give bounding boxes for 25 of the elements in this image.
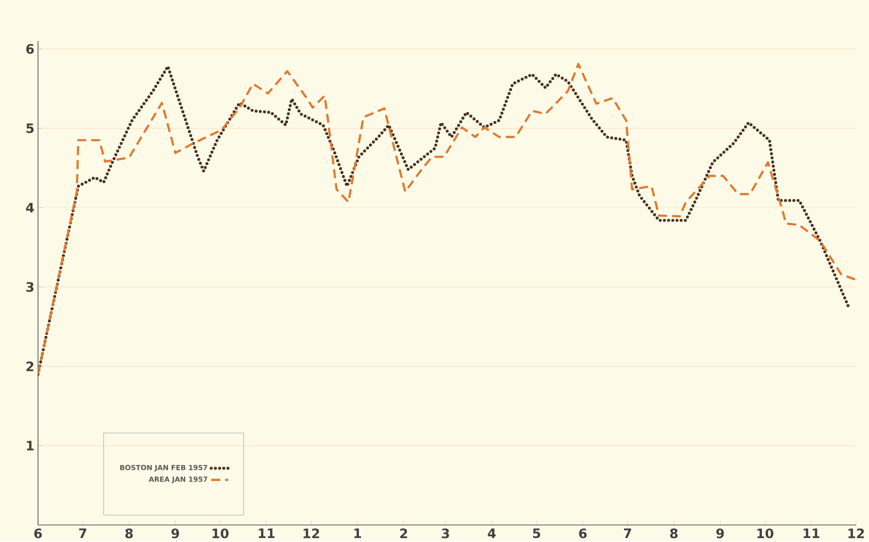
y-tick-label: 1	[26, 441, 34, 451]
x-tick-label: 11	[804, 528, 820, 538]
x-tick-label: 12	[848, 528, 864, 538]
x-tick-label: 6	[34, 528, 42, 538]
x-tick-label: 1	[354, 528, 362, 538]
x-tick-label: 3	[442, 528, 449, 538]
x-tick-label: 9	[172, 528, 180, 538]
y-tick-label: 5	[26, 124, 34, 134]
x-tick-label: 10	[212, 528, 229, 538]
x-tick-label: 5	[533, 528, 540, 538]
x-tick-label: 2	[400, 528, 408, 538]
y-tick-label: 2	[26, 362, 34, 372]
y-tick-label: 4	[26, 203, 34, 213]
x-tick-label: 8	[670, 528, 678, 538]
x-tick-label: 4	[488, 528, 496, 538]
x-tick-label: 12	[304, 528, 320, 538]
x-tick-label: 10	[757, 528, 774, 538]
x-tick-label: 11	[258, 528, 275, 538]
x-tick-label: 7	[79, 528, 86, 538]
x-tick-label: 8	[125, 528, 133, 538]
y-tick-label: 3	[26, 282, 34, 292]
x-tick-label: 6	[579, 528, 587, 538]
x-tick-label: 7	[624, 528, 632, 538]
y-tick-label: 6	[26, 44, 34, 54]
x-tick-label: 9	[716, 528, 724, 538]
